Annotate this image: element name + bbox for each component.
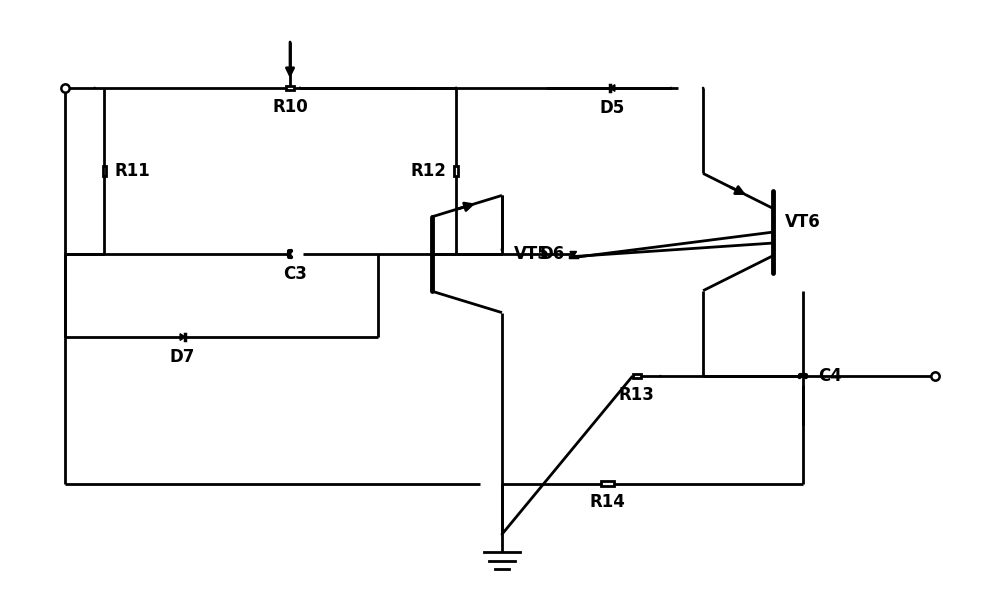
Bar [454,165,458,176]
Text: R13: R13 [619,386,655,404]
Bar [286,86,294,90]
Text: C3: C3 [283,265,307,283]
Circle shape [802,375,803,377]
Circle shape [94,87,95,88]
Text: R12: R12 [411,162,446,180]
Circle shape [501,248,503,250]
Bar [103,165,106,176]
Circle shape [299,87,301,88]
Text: VT6: VT6 [785,213,821,231]
Circle shape [660,375,661,377]
Text: D6: D6 [540,245,565,263]
Text: VT5: VT5 [514,245,549,263]
Circle shape [104,253,105,254]
Circle shape [455,87,457,88]
Circle shape [573,253,574,254]
Circle shape [670,87,671,88]
Text: D7: D7 [170,348,195,366]
Circle shape [455,87,457,88]
Circle shape [703,375,704,377]
Circle shape [501,250,503,251]
Circle shape [501,534,503,535]
Text: R14: R14 [589,493,625,511]
Polygon shape [570,251,577,257]
Polygon shape [180,334,185,340]
Text: C4: C4 [818,367,842,385]
Circle shape [455,253,457,254]
Circle shape [501,253,503,254]
Circle shape [703,87,704,88]
Circle shape [299,87,301,88]
Text: R11: R11 [114,162,150,180]
Circle shape [802,375,803,377]
Bar [633,374,641,378]
Text: R10: R10 [272,98,308,116]
Bar [601,482,614,486]
Circle shape [573,253,574,254]
Text: D5: D5 [600,99,625,117]
Circle shape [65,253,66,254]
Polygon shape [610,85,615,91]
